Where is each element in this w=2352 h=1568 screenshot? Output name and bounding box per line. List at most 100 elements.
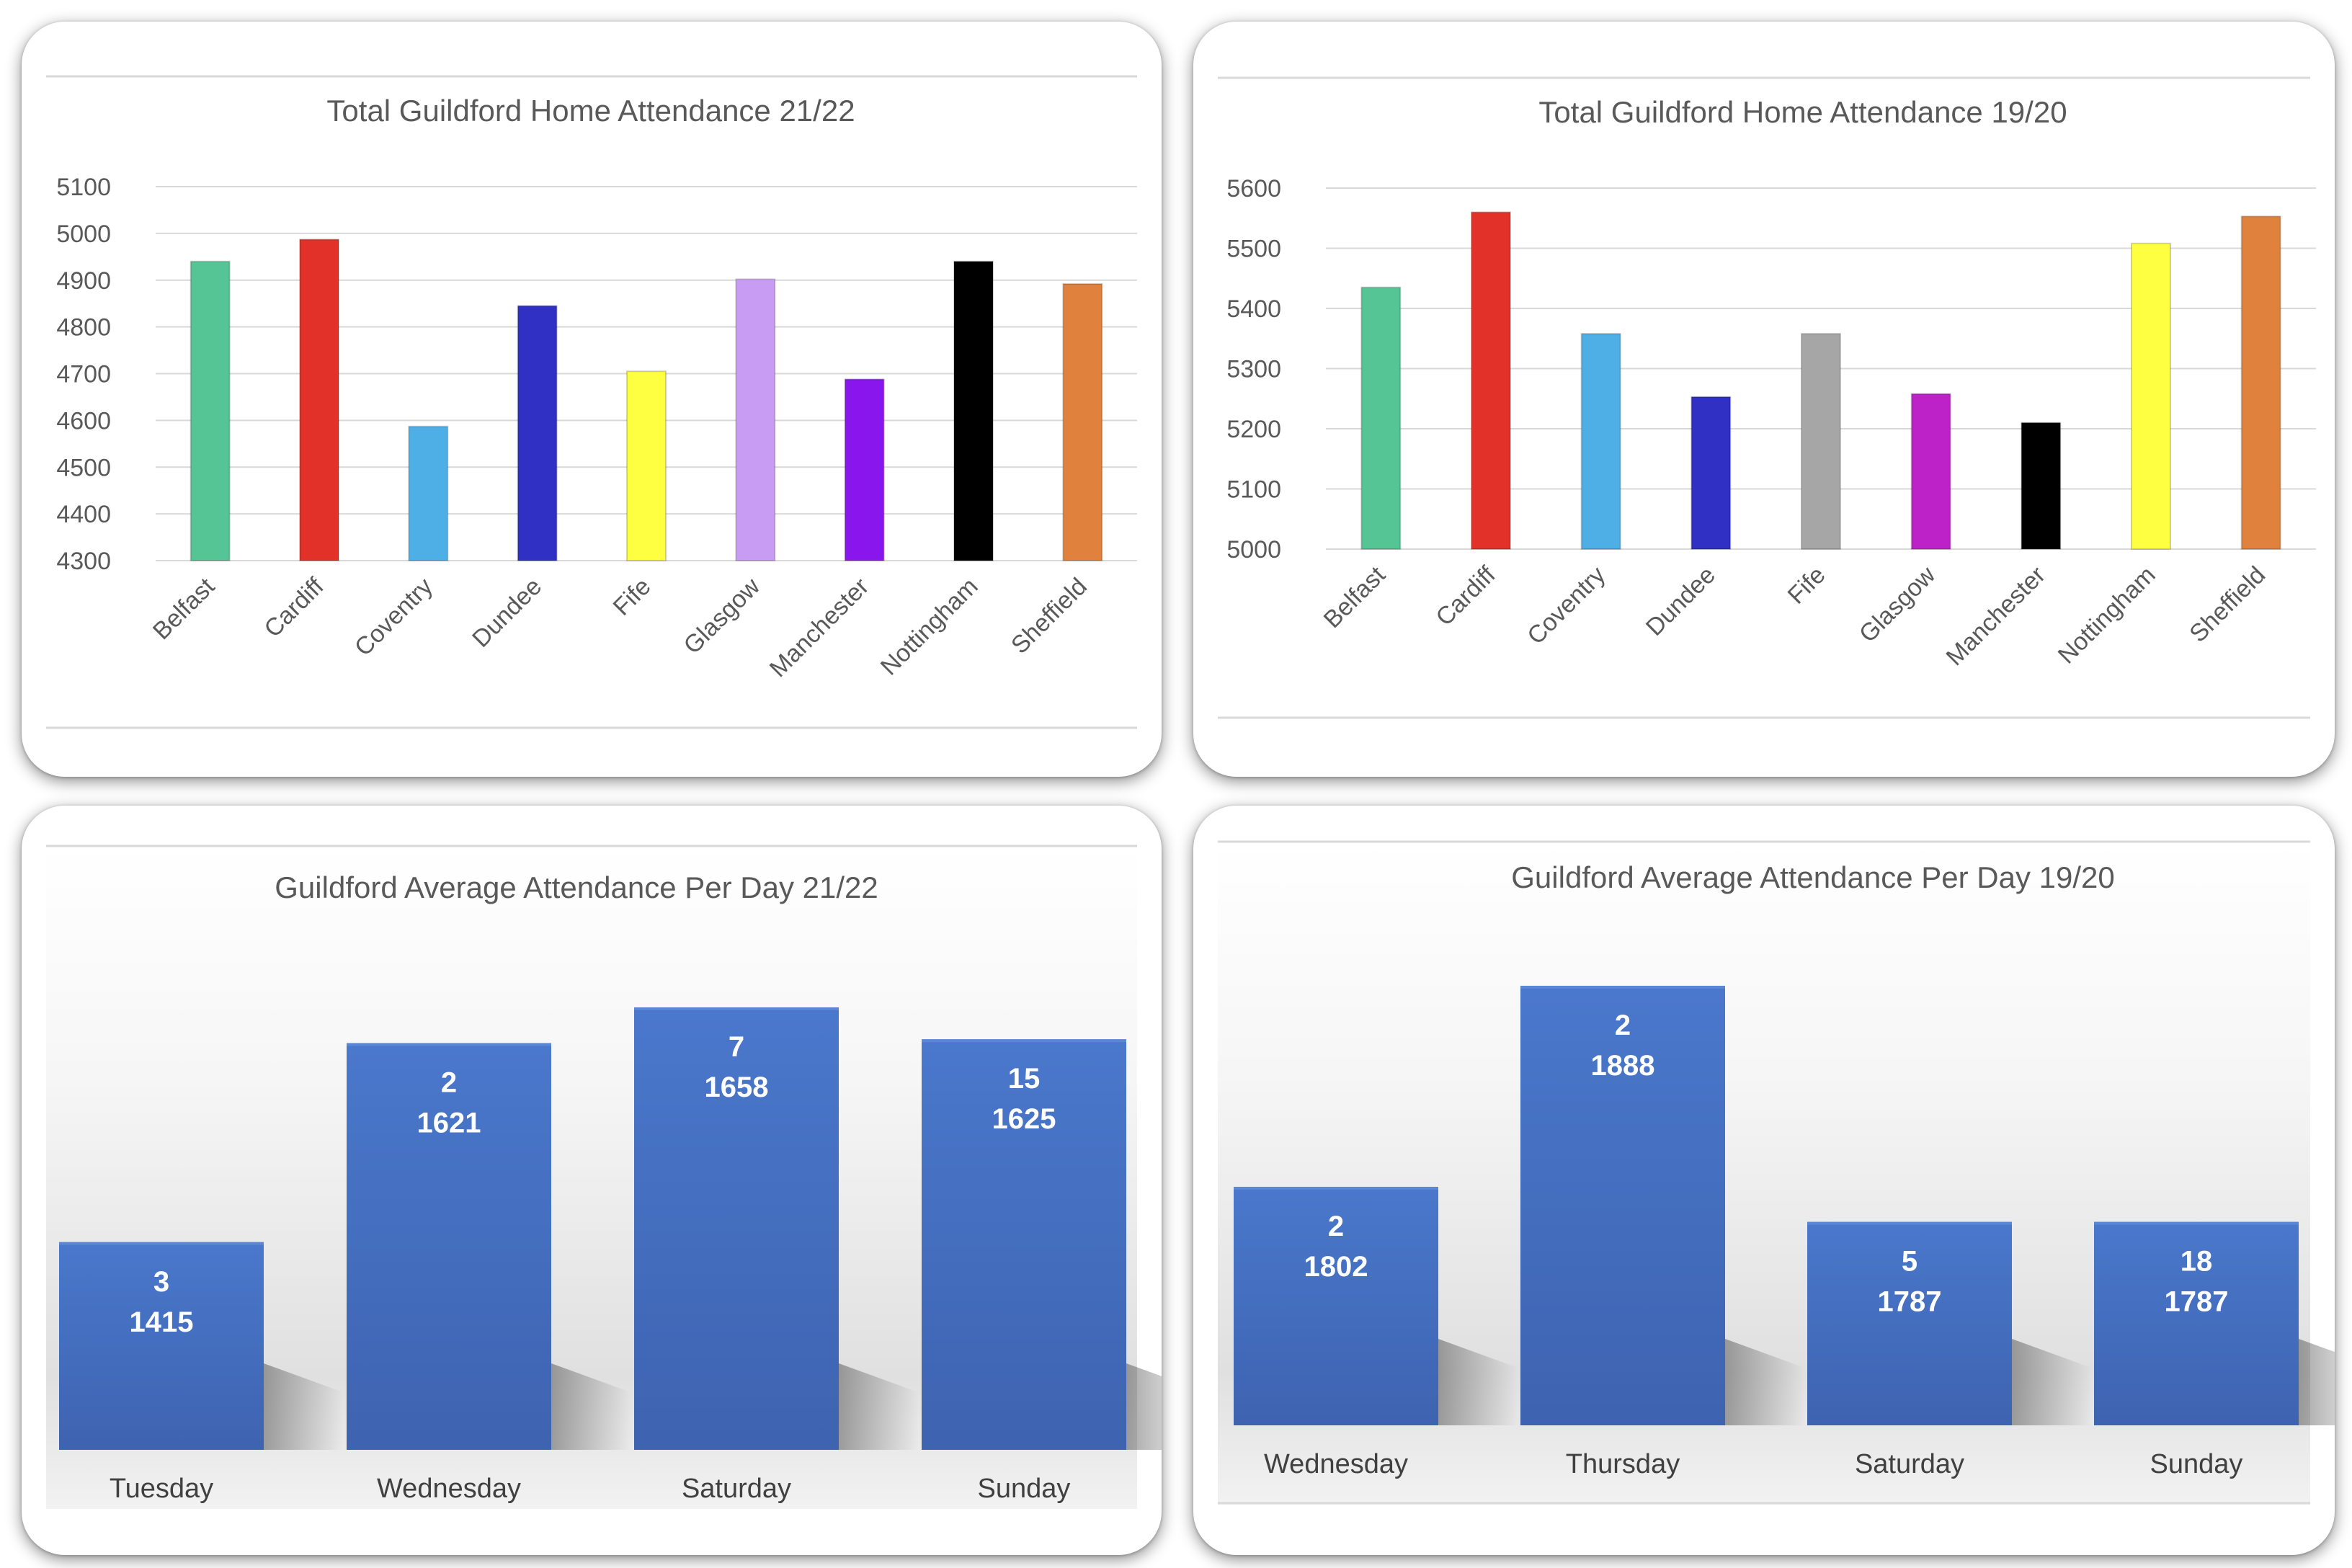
chart-attendance-2122: Total Guildford Home Attendance 21/22 43… — [46, 75, 1137, 729]
bar-top-edge — [1234, 1187, 1438, 1190]
data-label-value: 1621 — [417, 1108, 481, 1139]
x-tick-label: Dundee — [1641, 561, 1721, 641]
y-tick-label: 5400 — [1226, 295, 1281, 323]
x-tick-label: Nottingham — [2053, 561, 2161, 669]
bar-manchester — [2021, 422, 2062, 551]
y-tick-label: 5500 — [1226, 236, 1281, 263]
data-label-value: 1415 — [130, 1306, 194, 1338]
bar-saturday — [1807, 1221, 2012, 1425]
bar-shadow — [264, 1363, 343, 1450]
data-label-value: 1787 — [2165, 1286, 2229, 1318]
y-tick-label: 4700 — [56, 361, 111, 388]
bar-fife — [626, 370, 667, 561]
x-tick-label: Glasgow — [1854, 561, 1941, 648]
y-tick-label: 4300 — [56, 548, 111, 575]
data-label-value: 1802 — [1304, 1251, 1368, 1283]
x-tick-label: Sheffield — [1006, 573, 1092, 659]
data-label-count: 2 — [1615, 1010, 1631, 1041]
bar-sheffield — [2240, 215, 2281, 550]
x-tick-label: Cardiff — [1430, 561, 1501, 631]
x-tick-label: Tuesday — [110, 1474, 213, 1504]
bar-tuesday — [59, 1242, 264, 1450]
data-label-value: 1787 — [1878, 1286, 1942, 1318]
chart-average-per-day-2122: Guildford Average Attendance Per Day 21/… — [46, 845, 1162, 1509]
y-tick-label: 5200 — [1226, 416, 1281, 443]
data-label-count: 7 — [729, 1031, 744, 1063]
x-tick-label: Coventry — [1522, 561, 1611, 650]
bar-sheffield — [1062, 282, 1103, 561]
bar-glasgow — [1910, 393, 1951, 550]
y-tick-label: 5000 — [1226, 536, 1281, 564]
data-label-count: 3 — [153, 1266, 169, 1298]
x-tick-label: Fife — [608, 573, 656, 621]
bar-top-edge — [347, 1043, 551, 1046]
bar-dundee — [1690, 396, 1732, 550]
data-label-count: 15 — [1008, 1063, 1041, 1095]
y-tick-label: 4900 — [56, 267, 111, 295]
bar-fife — [1801, 333, 1841, 550]
y-tick-label: 4400 — [56, 501, 111, 528]
bar-shadow — [1126, 1363, 1162, 1450]
bar-shadow — [551, 1363, 631, 1450]
chart-card-attendance-1920: Total Guildford Home Attendance 19/20 50… — [1193, 22, 2335, 777]
chart-card-average-per-day-1920: Guildford Average Attendance Per Day 19/… — [1193, 806, 2335, 1555]
data-label-count: 2 — [441, 1067, 457, 1099]
bar-nottingham — [2131, 242, 2171, 550]
chart-title: Total Guildford Home Attendance 21/22 — [326, 94, 855, 128]
bar-top-edge — [59, 1242, 264, 1245]
bar-belfast — [190, 260, 231, 561]
bar-shadow — [2012, 1339, 2091, 1425]
bar-top-edge — [922, 1039, 1126, 1043]
bar-glasgow — [735, 278, 776, 561]
x-tick-label: Nottingham — [876, 573, 984, 681]
data-label-count: 2 — [1328, 1211, 1344, 1242]
x-tick-label: Thursday — [1566, 1449, 1680, 1479]
y-tick-label: 5600 — [1226, 175, 1281, 202]
bar-sunday — [2094, 1221, 2299, 1425]
chart-average-per-day-1920: Guildford Average Attendance Per Day 19/… — [1218, 840, 2335, 1505]
bar-wednesday — [347, 1043, 551, 1450]
x-tick-label: Belfast — [1319, 561, 1391, 633]
data-label-count: 18 — [2180, 1246, 2213, 1278]
y-tick-label: 4500 — [56, 454, 111, 481]
y-tick-label: 4800 — [56, 314, 111, 342]
y-tick-label: 5000 — [56, 220, 111, 248]
bar-dundee — [517, 305, 558, 561]
data-label-value: 1888 — [1591, 1050, 1655, 1082]
x-tick-label: Glasgow — [679, 572, 766, 659]
bar-top-edge — [2094, 1221, 2299, 1225]
x-tick-label: Dundee — [467, 573, 547, 653]
bar-shadow — [1438, 1339, 1518, 1425]
y-tick-label: 5100 — [56, 174, 111, 201]
bar-cardiff — [1471, 211, 1511, 550]
chart-card-average-per-day-2122: Guildford Average Attendance Per Day 21/… — [22, 806, 1162, 1555]
x-tick-label: Belfast — [148, 572, 220, 645]
bar-nottingham — [953, 260, 994, 561]
bar-top-edge — [1520, 986, 1725, 989]
bar-coventry — [408, 425, 449, 562]
bar-saturday — [634, 1007, 839, 1450]
x-tick-label: Sunday — [2150, 1449, 2243, 1479]
y-tick-label: 5100 — [1226, 476, 1281, 504]
chart-attendance-1920: Total Guildford Home Attendance 19/20 50… — [1218, 76, 2316, 719]
chart-title: Total Guildford Home Attendance 19/20 — [1538, 95, 2067, 129]
bar-belfast — [1360, 286, 1402, 550]
bar-coventry — [1580, 333, 1621, 550]
x-tick-label: Cardiff — [259, 572, 329, 643]
bar-sunday — [922, 1039, 1126, 1450]
bar-wednesday — [1234, 1187, 1438, 1425]
x-tick-label: Manchester — [1941, 561, 2051, 671]
y-tick-label: 5300 — [1226, 356, 1281, 383]
bar-shadow — [2299, 1339, 2335, 1425]
bar-manchester — [844, 378, 885, 561]
data-label-value: 1658 — [705, 1072, 769, 1103]
x-tick-label: Sunday — [978, 1474, 1071, 1504]
x-tick-label: Saturday — [1855, 1449, 1964, 1479]
bar-shadow — [839, 1363, 918, 1450]
chart-title: Guildford Average Attendance Per Day 19/… — [1511, 860, 2114, 894]
data-label-count: 5 — [1902, 1246, 1917, 1278]
x-tick-label: Wednesday — [377, 1474, 521, 1504]
chart-card-attendance-2122: Total Guildford Home Attendance 21/22 43… — [22, 22, 1162, 777]
x-tick-label: Coventry — [349, 573, 438, 662]
bar-top-edge — [634, 1007, 839, 1010]
